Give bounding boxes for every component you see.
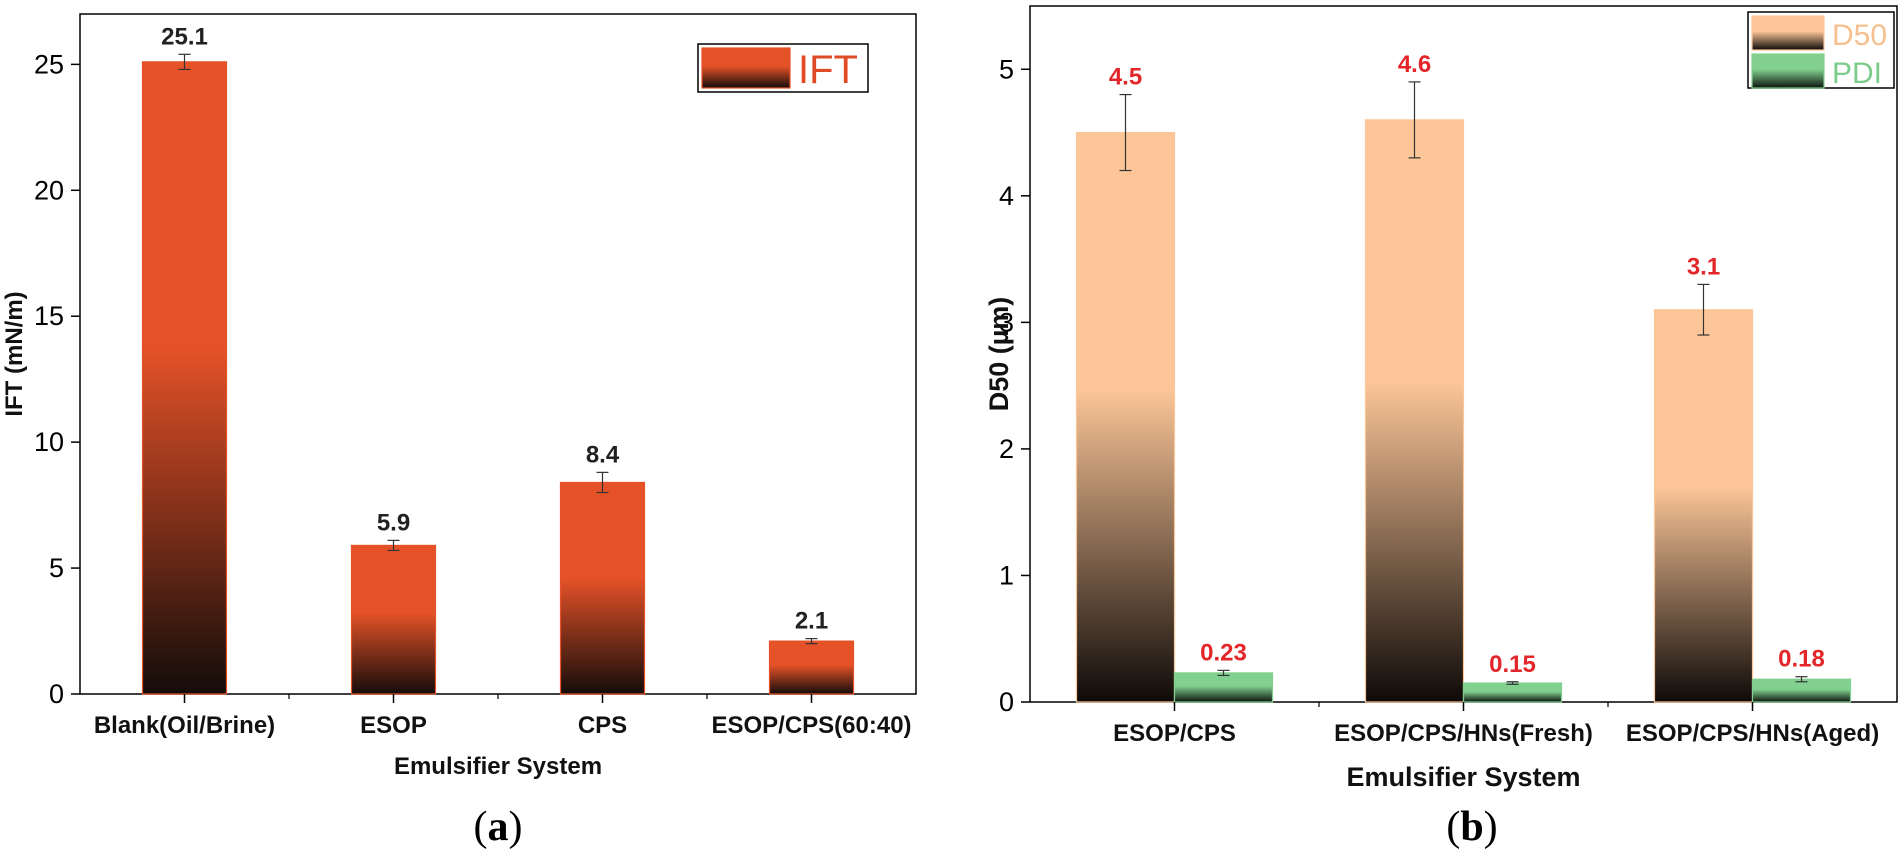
data-label: 5.9 (377, 509, 410, 536)
y-axis-title: D50 (µm) (984, 297, 1014, 412)
data-label: 3.1 (1687, 253, 1720, 280)
y-tick-label: 3 (999, 307, 1014, 337)
bar-pdi (1751, 678, 1852, 703)
data-label: 8.4 (586, 441, 620, 468)
x-tick-label: ESOP/CPS/HNs(Aged) (1626, 720, 1879, 747)
bar-d50 (1653, 309, 1754, 703)
y-tick-label: 4 (999, 181, 1014, 211)
panel-label: (b) (1446, 804, 1497, 850)
panel-label-letter: b (1460, 804, 1483, 850)
x-tick-label: ESOP (360, 712, 427, 739)
y-tick-label: 5 (49, 553, 64, 583)
x-tick-label: ESOP/CPS(60:40) (711, 712, 911, 739)
x-tick-label: CPS (578, 712, 627, 739)
y-tick-label: 1 (999, 560, 1014, 590)
bar-d50 (1364, 119, 1465, 703)
y-tick-label: 0 (49, 679, 64, 709)
data-label: 4.6 (1398, 51, 1431, 78)
panel-label-open-paren: ( (1446, 804, 1460, 850)
bar-pdi (1173, 672, 1274, 703)
x-tick-label: Blank(Oil/Brine) (94, 712, 275, 739)
data-label: 4.5 (1109, 64, 1142, 91)
bar-ift (141, 61, 228, 695)
legend-label: IFT (798, 48, 858, 92)
panel-label: (a) (474, 804, 523, 850)
y-tick-label: 0 (999, 687, 1014, 717)
panel-label-open-paren: ( (474, 804, 488, 850)
panel-label-close-paren: ) (1484, 804, 1498, 850)
y-tick-label: 5 (999, 54, 1014, 84)
panel-label-letter: a (488, 804, 509, 850)
x-tick-label: ESOP/CPS (1113, 720, 1236, 747)
x-axis-title: Emulsifier System (1346, 762, 1580, 792)
legend-label: D50 (1832, 19, 1887, 52)
data-label: 0.18 (1778, 646, 1825, 673)
y-tick-label: 20 (34, 175, 64, 205)
chart-panel-b: 0 1 2 3 4 5 4.5 4.6 3.1 0.23 0.15 0.18 ESOP/CPS ESOP/… (984, 5, 1898, 850)
y-tick-label: 2 (999, 434, 1014, 464)
y-axis-title: IFT (mN/m) (1, 291, 28, 416)
bar-pdi (1462, 682, 1563, 703)
y-tick-label: 15 (34, 301, 64, 331)
legend-label: PDI (1832, 57, 1882, 90)
bar-d50 (1075, 131, 1176, 703)
panel-label-close-paren: ) (509, 804, 523, 850)
legend: D50 PDI (1747, 11, 1895, 90)
bar-ift (559, 481, 646, 695)
bar-ift (350, 544, 437, 695)
chart-panel-a: 0 5 10 15 20 25 25.1 5.9 8.4 2.1 Blank(Oil/Brine) E… (1, 13, 917, 850)
x-axis-title: Emulsifier System (394, 753, 602, 780)
legend-swatch (701, 47, 791, 89)
data-label: 25.1 (161, 23, 208, 50)
legend: IFT (697, 43, 869, 93)
data-label: 2.1 (795, 608, 828, 635)
x-tick-label: ESOP/CPS/HNs(Fresh) (1334, 720, 1593, 747)
y-tick-label: 10 (34, 427, 64, 457)
data-label: 0.23 (1200, 639, 1247, 666)
legend-swatch (1751, 15, 1825, 51)
data-label: 0.15 (1489, 651, 1536, 678)
y-tick-label: 25 (34, 49, 64, 79)
legend-swatch (1751, 53, 1825, 89)
bar-ift (768, 640, 855, 695)
